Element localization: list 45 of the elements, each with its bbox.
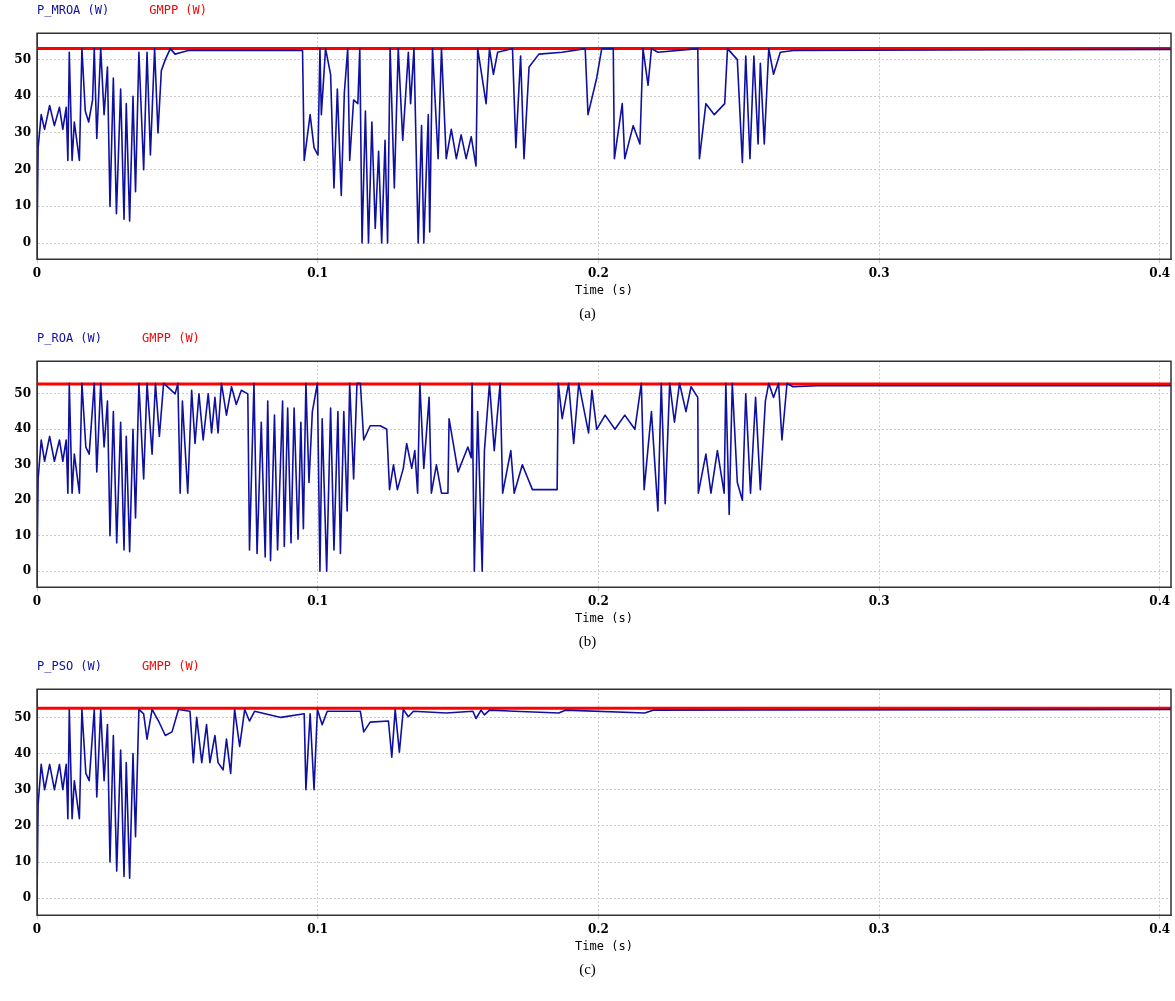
y-tick-label: 10 [14, 854, 31, 869]
x-axis-title: Time (s) [575, 938, 633, 953]
text: GMPP (W) [142, 330, 200, 347]
x-tick-label: 0.3 [868, 921, 890, 936]
text: (a) [578, 304, 597, 323]
y-tick-label: 0 [22, 563, 31, 578]
x-tick-label: 0.1 [307, 921, 329, 936]
text: P_MROA (W) [37, 2, 110, 19]
x-tick-label: 0.1 [307, 593, 329, 608]
x-tick-label: 0 [32, 265, 42, 280]
x-tick-label: 0.4 [1149, 921, 1171, 936]
y-tick-label: 30 [14, 781, 31, 796]
y-tick-label: 20 [14, 161, 31, 176]
text: (b) [577, 632, 598, 651]
x-axis-title: Time (s) [575, 282, 633, 297]
y-tick-label: 40 [14, 88, 31, 103]
x-tick-label: 0.2 [587, 921, 609, 936]
y-tick-label: 50 [14, 51, 31, 66]
x-tick-label: 0.2 [587, 593, 609, 608]
x-tick-label: 0 [32, 593, 42, 608]
y-tick-label: 0 [22, 890, 31, 905]
y-tick-label: 50 [14, 709, 31, 724]
x-axis-title: Time (s) [575, 610, 633, 625]
text: (c) [578, 960, 597, 979]
y-tick-label: 0 [22, 235, 31, 250]
text: GMPP (W) [149, 2, 208, 19]
y-tick-label: 20 [14, 818, 31, 833]
y-tick-label: 20 [14, 492, 31, 507]
x-tick-label: 0.1 [307, 265, 329, 280]
text: P_PSO (W) [37, 658, 103, 675]
y-tick-label: 50 [14, 385, 31, 400]
text: P_ROA (W) [37, 330, 103, 347]
x-tick-label: 0.4 [1149, 593, 1171, 608]
x-tick-label: 0.3 [868, 265, 890, 280]
x-tick-label: 0.2 [587, 265, 609, 280]
y-tick-label: 10 [14, 198, 31, 213]
y-tick-label: 30 [14, 125, 31, 140]
y-tick-label: 40 [14, 745, 31, 760]
text: GMPP (W) [142, 658, 200, 675]
y-tick-label: 30 [14, 456, 31, 471]
x-tick-label: 0 [32, 921, 42, 936]
y-tick-label: 40 [14, 421, 31, 436]
x-tick-label: 0.3 [868, 593, 890, 608]
x-tick-label: 0.4 [1149, 265, 1171, 280]
y-tick-label: 10 [14, 527, 31, 542]
